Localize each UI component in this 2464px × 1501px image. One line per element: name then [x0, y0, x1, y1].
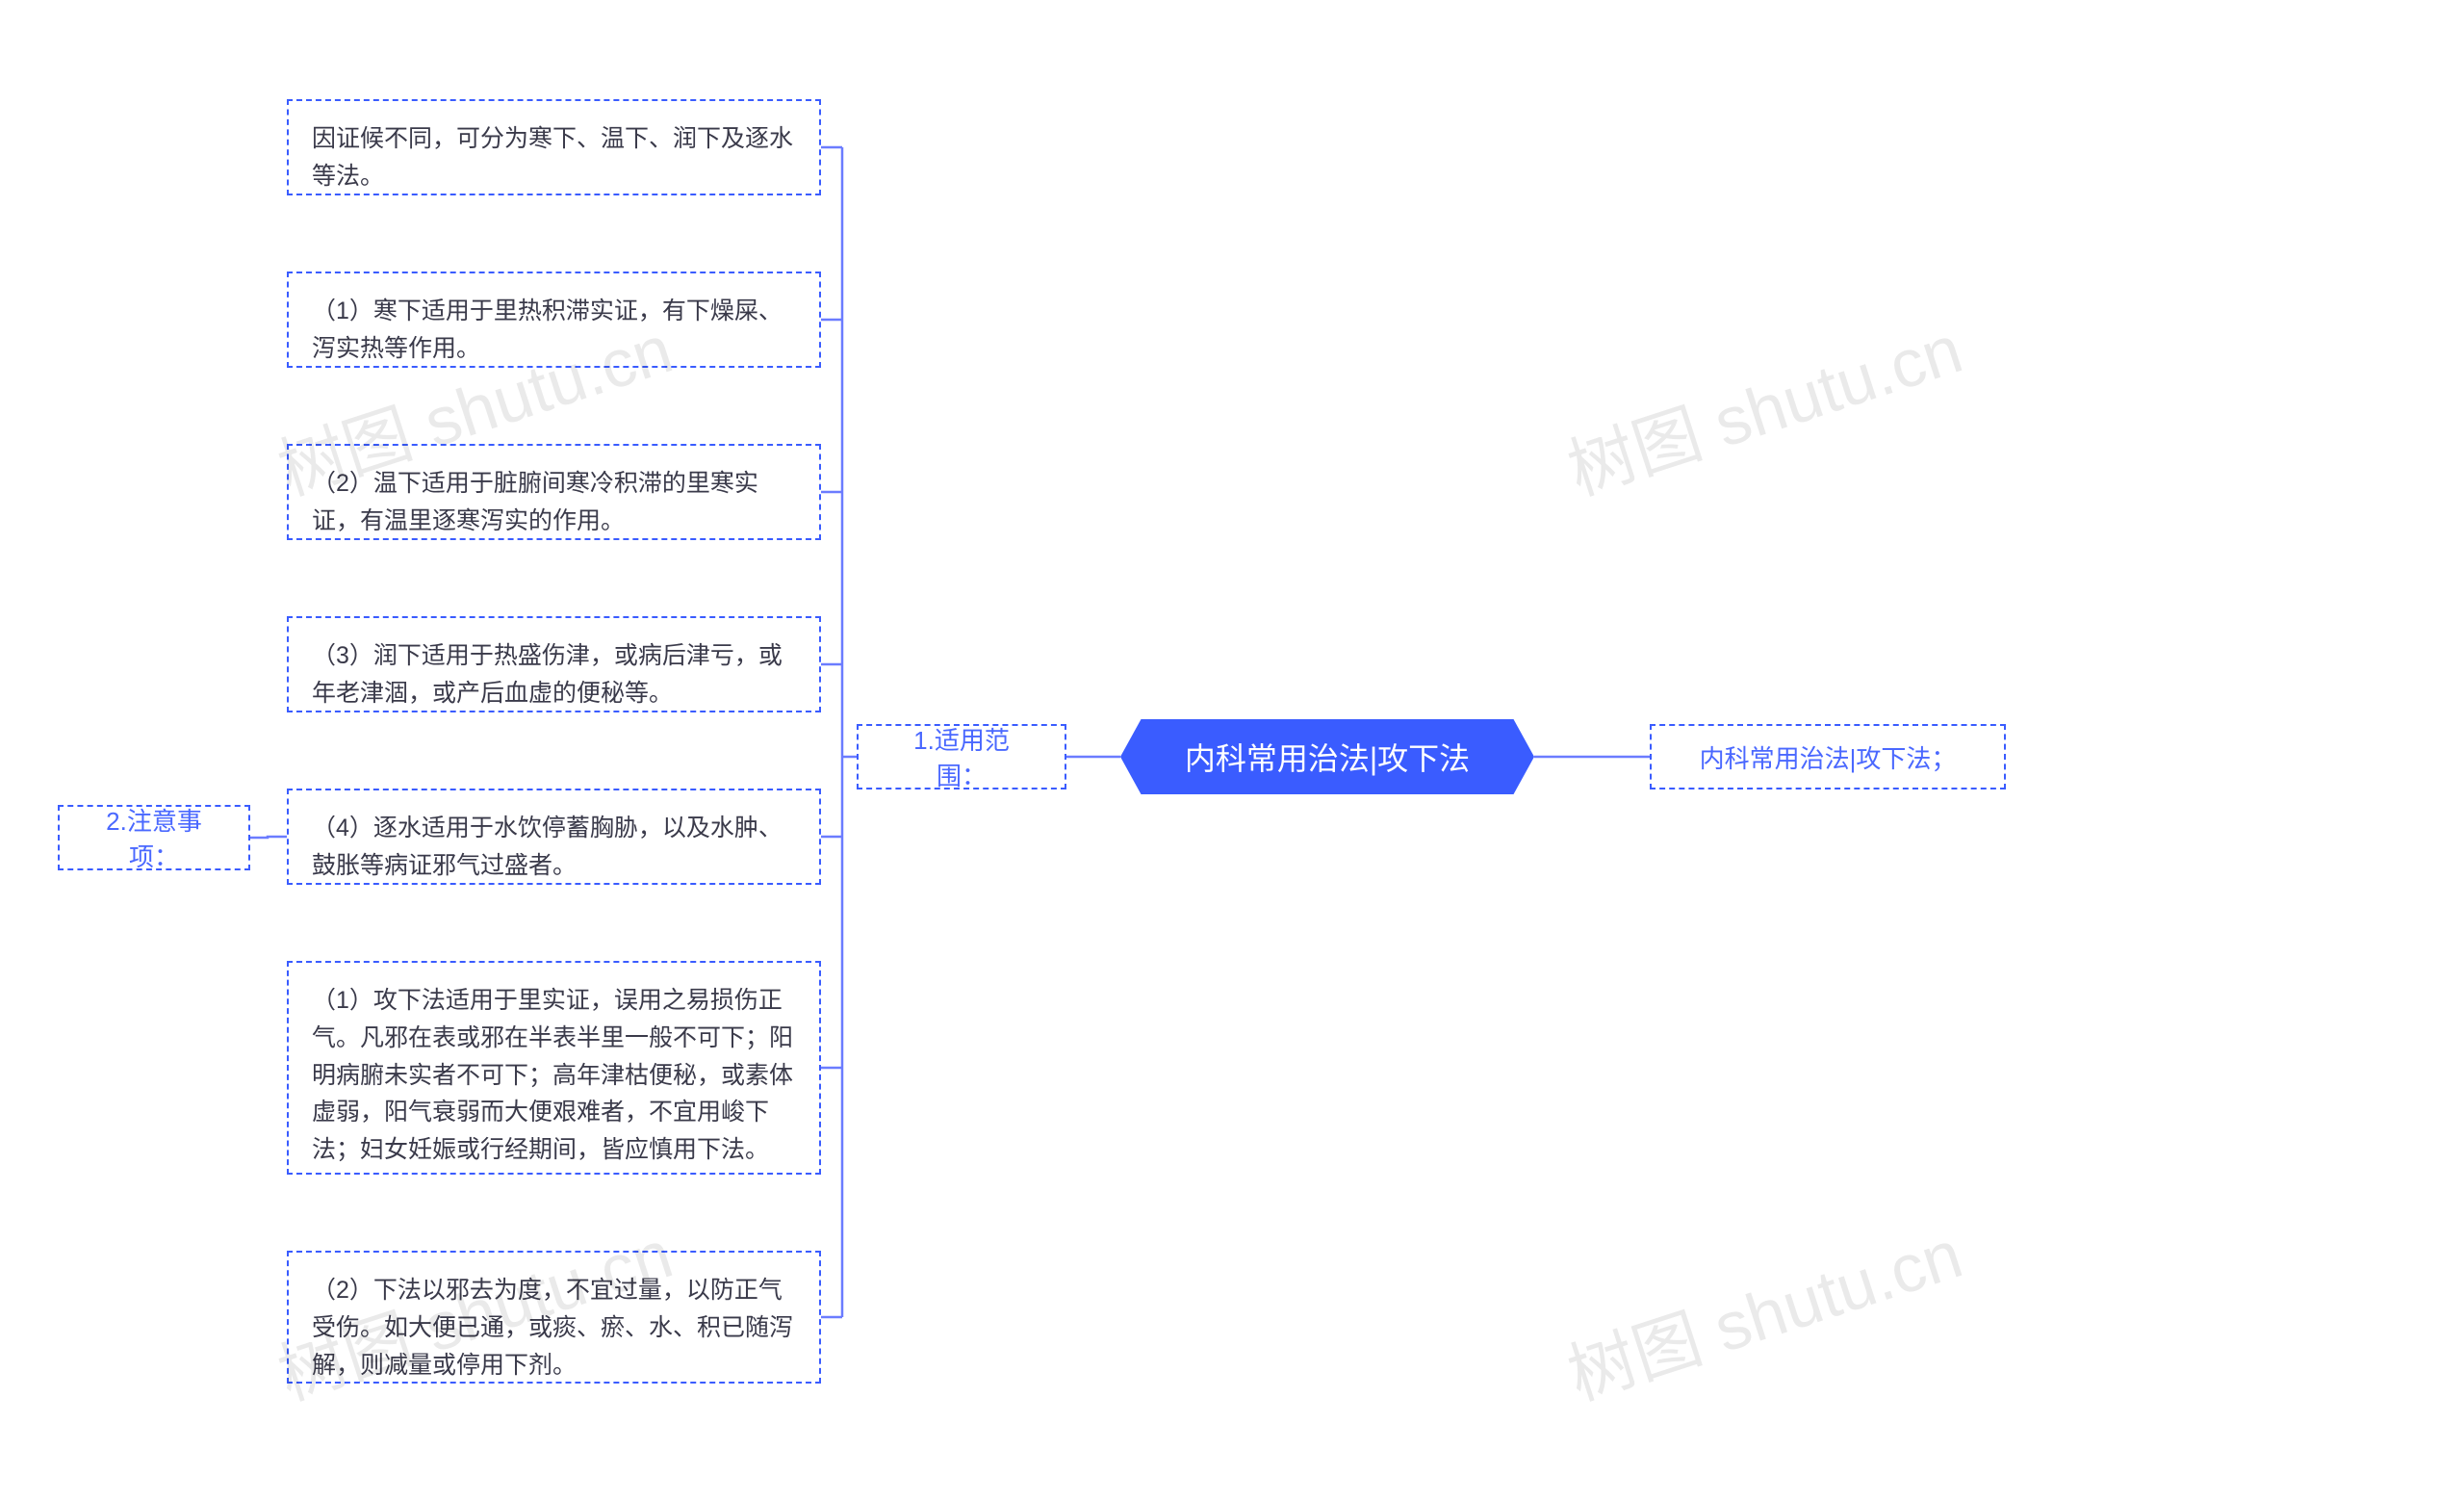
- branch-scope[interactable]: 1.适用范围：: [857, 724, 1066, 789]
- watermark: 树图 shutu.cn: [1554, 1201, 1973, 1419]
- branch-notes[interactable]: 2.注意事项：: [58, 805, 250, 870]
- leaf-6[interactable]: （2）下法以邪去为度，不宜过量，以防正气受伤。如大便已通，或痰、瘀、水、积已随泻…: [287, 1251, 821, 1384]
- leaf-0[interactable]: 因证候不同，可分为寒下、温下、润下及逐水等法。: [287, 99, 821, 195]
- leaf-2[interactable]: （2）温下适用于脏腑间寒冷积滞的里寒实证，有温里逐寒泻实的作用。: [287, 444, 821, 540]
- branch-right[interactable]: 内科常用治法|攻下法；: [1650, 724, 2006, 789]
- mindmap-root[interactable]: 内科常用治法|攻下法: [1120, 719, 1534, 794]
- leaf-5[interactable]: （1）攻下法适用于里实证，误用之易损伤正气。凡邪在表或邪在半表半里一般不可下；阳…: [287, 961, 821, 1175]
- watermark: 树图 shutu.cn: [1554, 296, 1973, 514]
- leaf-3[interactable]: （3）润下适用于热盛伤津，或病后津亏，或年老津涸，或产后血虚的便秘等。: [287, 616, 821, 712]
- leaf-1[interactable]: （1）寒下适用于里热积滞实证，有下燥屎、泻实热等作用。: [287, 272, 821, 368]
- leaf-4[interactable]: （4）逐水适用于水饮停蓄胸胁，以及水肿、鼓胀等病证邪气过盛者。: [287, 789, 821, 885]
